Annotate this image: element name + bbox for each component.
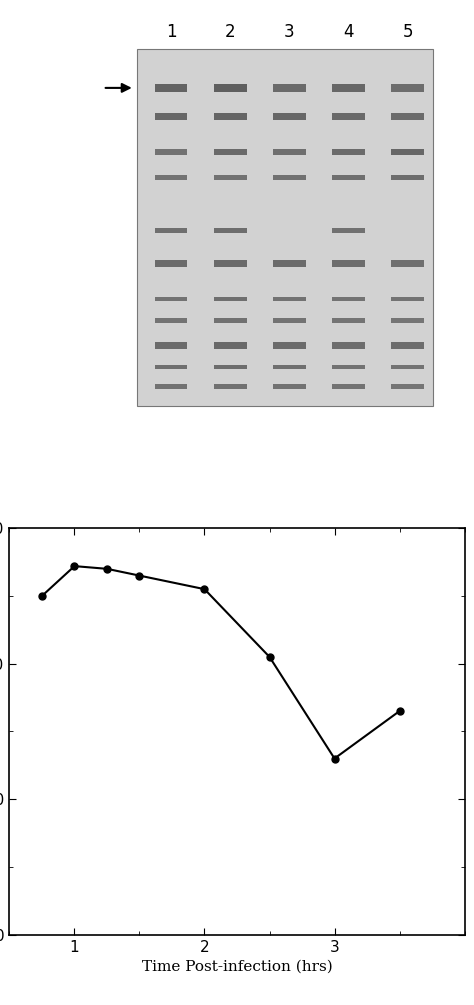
Bar — [332, 259, 365, 266]
Bar — [214, 319, 246, 323]
Bar — [332, 296, 365, 301]
Bar — [155, 228, 187, 233]
Bar — [273, 385, 306, 389]
Text: 3: 3 — [284, 23, 295, 41]
Bar — [214, 114, 246, 120]
Bar — [391, 114, 424, 120]
Bar — [332, 228, 365, 233]
Bar — [332, 84, 365, 91]
Bar — [214, 296, 246, 301]
Bar — [214, 228, 246, 233]
Bar — [214, 150, 246, 155]
Bar — [273, 343, 306, 349]
Bar — [332, 175, 365, 180]
Bar — [214, 84, 246, 91]
Bar — [214, 259, 246, 266]
Bar — [214, 385, 246, 389]
Bar — [137, 48, 433, 406]
Bar — [391, 296, 424, 301]
Bar — [332, 114, 365, 120]
Text: 2: 2 — [225, 23, 236, 41]
Bar — [273, 365, 306, 369]
Bar — [155, 385, 187, 389]
Bar — [273, 296, 306, 301]
Bar — [332, 343, 365, 349]
Bar — [273, 175, 306, 180]
Bar — [391, 84, 424, 91]
Bar — [391, 385, 424, 389]
Text: 4: 4 — [343, 23, 354, 41]
Bar — [332, 365, 365, 369]
Bar — [273, 319, 306, 323]
Bar — [391, 259, 424, 266]
Bar — [391, 319, 424, 323]
Bar — [391, 175, 424, 180]
Bar — [273, 150, 306, 155]
Bar — [155, 365, 187, 369]
Bar — [273, 259, 306, 266]
Bar — [155, 296, 187, 301]
Bar — [391, 343, 424, 349]
Bar — [391, 150, 424, 155]
Bar — [332, 150, 365, 155]
Bar — [155, 259, 187, 266]
Bar — [273, 114, 306, 120]
Bar — [155, 319, 187, 323]
Bar — [391, 365, 424, 369]
Bar — [214, 343, 246, 349]
Bar — [155, 114, 187, 120]
Bar — [155, 343, 187, 349]
Bar — [155, 175, 187, 180]
X-axis label: Time Post-infection (hrs): Time Post-infection (hrs) — [142, 960, 332, 974]
Bar — [273, 84, 306, 91]
Text: 1: 1 — [166, 23, 176, 41]
Bar — [332, 319, 365, 323]
Bar — [214, 175, 246, 180]
Bar — [332, 385, 365, 389]
Text: 5: 5 — [402, 23, 413, 41]
Bar — [214, 365, 246, 369]
Bar — [155, 84, 187, 91]
Bar — [155, 150, 187, 155]
